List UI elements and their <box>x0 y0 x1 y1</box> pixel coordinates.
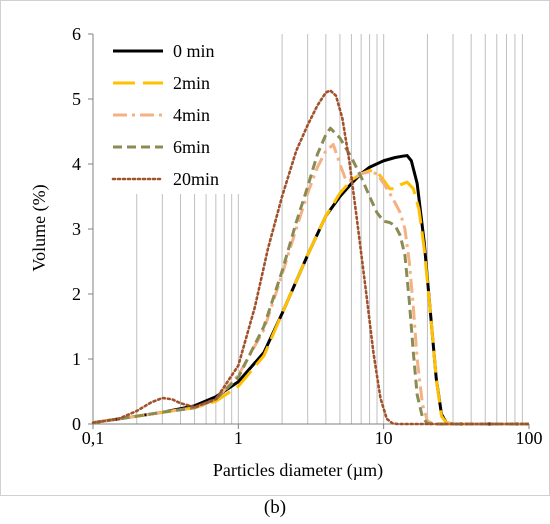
x-tick-label: 0,1 <box>82 428 105 448</box>
series-lines <box>91 89 531 426</box>
y-tick-label: 6 <box>72 24 81 44</box>
legend-label: 20min <box>173 169 219 189</box>
x-tick-label: 100 <box>516 428 543 448</box>
series-line-0-min <box>92 154 529 426</box>
tick-labels: 0 1 2 3 4 5 6 0,1 1 10 100 <box>72 24 543 448</box>
legend-background <box>94 31 264 194</box>
legend-label: 4min <box>173 105 210 125</box>
legend-label: 6min <box>173 137 210 157</box>
series-line-2min <box>92 169 529 426</box>
series-line-6min <box>92 126 529 426</box>
series-line-20min <box>91 89 531 426</box>
x-tick-label: 10 <box>375 428 393 448</box>
y-tick-label: 1 <box>72 349 81 369</box>
chart-frame: 0 1 2 3 4 5 6 0,1 1 10 100 0 min 2min 4min 6min 20min … <box>0 0 550 496</box>
legend: 0 min 2min 4min 6min 20min <box>94 31 264 194</box>
y-tick-label: 3 <box>72 219 81 239</box>
x-tick-label: 1 <box>234 428 243 448</box>
y-tick-label: 4 <box>72 154 81 174</box>
y-tick-label: 5 <box>72 89 81 109</box>
x-axis-title: Particles diameter (µm) <box>213 460 383 481</box>
legend-label: 0 min <box>173 41 215 61</box>
y-tick-label: 2 <box>72 284 81 304</box>
figure-caption: (b) <box>263 497 287 518</box>
legend-label: 2min <box>173 73 210 93</box>
y-tick-label: 0 <box>72 414 81 434</box>
y-axis-title: Volume (%) <box>29 184 50 271</box>
